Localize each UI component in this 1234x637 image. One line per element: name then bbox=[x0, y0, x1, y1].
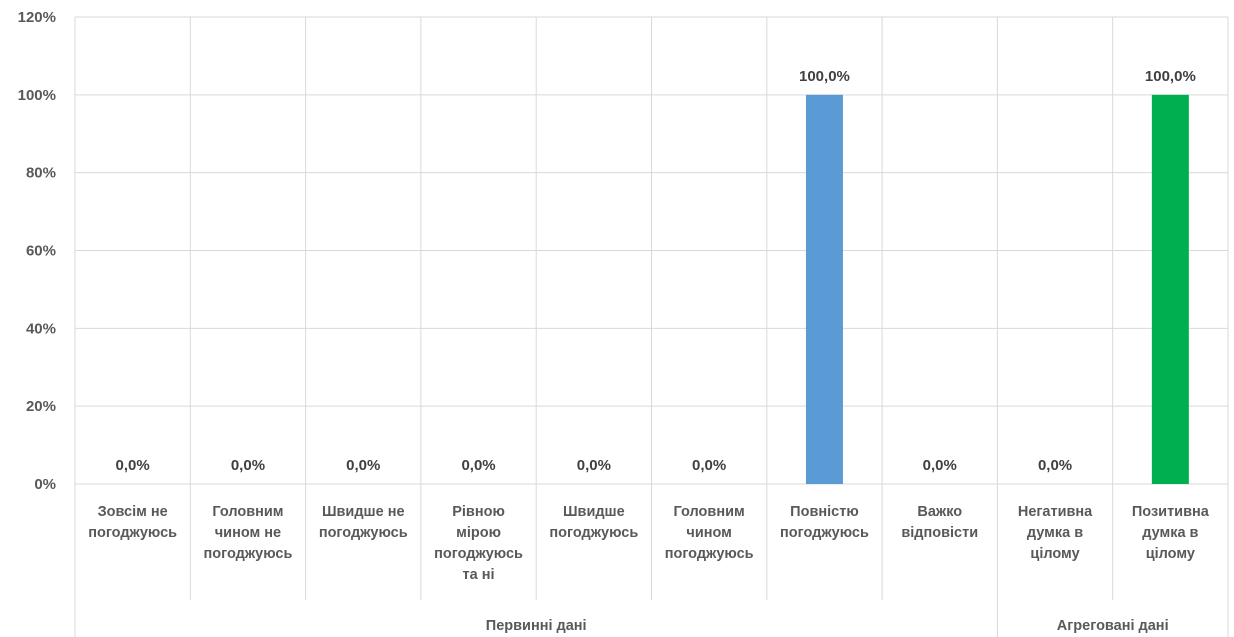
y-tick-label: 60% bbox=[26, 243, 56, 260]
category-label-line: цілому bbox=[1146, 546, 1195, 562]
category-label-line: погоджуюсь bbox=[780, 525, 869, 541]
category-label-line: погоджуюсь bbox=[319, 525, 408, 541]
data-label: 0,0% bbox=[577, 457, 611, 474]
category-label-line: думка в bbox=[1027, 525, 1083, 541]
category-label-line: та ні bbox=[463, 567, 495, 583]
category-label-line: чином не bbox=[215, 525, 281, 541]
category-label: Швидше погоджуюсь bbox=[549, 504, 638, 541]
category-label-line: погоджуюсь bbox=[434, 546, 523, 562]
category-label-line: відповісти bbox=[901, 525, 978, 541]
category-label-line: Головним bbox=[212, 504, 283, 520]
data-label: 100,0% bbox=[799, 68, 850, 85]
category-label: Повністю погоджуюсь bbox=[780, 504, 869, 541]
category-label-line: погоджуюсь bbox=[665, 546, 754, 562]
data-label: 0,0% bbox=[346, 457, 380, 474]
category-label: Зовсім не погоджуюсь bbox=[88, 504, 177, 541]
category-label-line: погоджуюсь bbox=[549, 525, 638, 541]
category-label: Позитивна думка в цілому bbox=[1132, 504, 1210, 562]
group-label: Первинні дані bbox=[486, 618, 587, 634]
category-label: Головним чином не погоджуюсь bbox=[204, 504, 293, 562]
group-label: Агреговані дані bbox=[1057, 618, 1169, 634]
data-label: 0,0% bbox=[923, 457, 957, 474]
category-label-line: чином bbox=[686, 525, 731, 541]
category-label-line: Позитивна bbox=[1132, 504, 1210, 520]
category-label-line: Швидше не bbox=[322, 504, 405, 520]
category-label-line: Зовсім не bbox=[98, 504, 168, 520]
y-tick-label: 20% bbox=[26, 398, 56, 415]
data-label: 100,0% bbox=[1145, 68, 1196, 85]
x-axis-categories: Зовсім не погоджуюсь Головним чином не погод… bbox=[88, 504, 1210, 583]
category-label-line: Швидше bbox=[563, 504, 625, 520]
category-label: Негативна думка в цілому bbox=[1018, 504, 1093, 562]
bar bbox=[805, 94, 843, 484]
data-labels: 0,0% 0,0% 0,0% 0,0% 0,0% 0,0% 100,0% 0,0% 0,0% 10… bbox=[116, 68, 1196, 474]
category-label: Рівною мірою погоджуюсь та ні bbox=[434, 504, 523, 583]
data-label: 0,0% bbox=[116, 457, 150, 474]
y-tick-label: 80% bbox=[26, 165, 56, 182]
category-label-line: цілому bbox=[1030, 546, 1079, 562]
data-label: 0,0% bbox=[461, 457, 495, 474]
category-label-line: Рівною bbox=[452, 504, 505, 520]
bars bbox=[805, 94, 1189, 484]
category-label-line: Важко bbox=[917, 504, 962, 520]
category-label-line: погоджуюсь bbox=[204, 546, 293, 562]
category-label-line: Негативна bbox=[1018, 504, 1093, 520]
y-tick-label: 0% bbox=[34, 476, 56, 493]
category-label: Важко відповісти bbox=[901, 504, 978, 541]
y-tick-label: 120% bbox=[18, 9, 56, 26]
gridlines bbox=[74, 16, 1229, 637]
category-label: Швидше не погоджуюсь bbox=[319, 504, 408, 541]
category-label-line: погоджуюсь bbox=[88, 525, 177, 541]
data-label: 0,0% bbox=[692, 457, 726, 474]
bar bbox=[1151, 94, 1189, 484]
category-label-line: думка в bbox=[1142, 525, 1198, 541]
data-label: 0,0% bbox=[1038, 457, 1072, 474]
category-label-line: мірою bbox=[456, 525, 501, 541]
data-label: 0,0% bbox=[231, 457, 265, 474]
category-label-line: Головним bbox=[674, 504, 745, 520]
x-axis-groups: Первинні дані Агреговані дані bbox=[486, 618, 1169, 634]
y-tick-label: 100% bbox=[18, 87, 56, 104]
y-tick-label: 40% bbox=[26, 320, 56, 337]
category-label: Головним чином погоджуюсь bbox=[665, 504, 754, 562]
category-label-line: Повністю bbox=[790, 504, 859, 520]
y-axis: 0% 20% 40% 60% 80% 100% 120% bbox=[18, 9, 56, 493]
